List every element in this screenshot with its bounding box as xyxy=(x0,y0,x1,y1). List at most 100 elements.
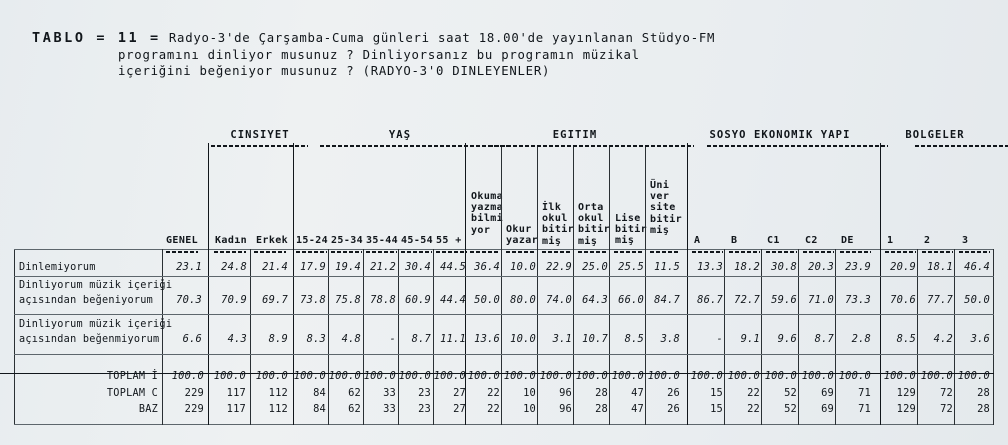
cell-r1-kadin: 70.9 xyxy=(221,294,247,306)
cell-t1-bg-0: 129 xyxy=(896,387,916,399)
cell-r2-se-1: 9.1 xyxy=(740,333,760,345)
body-sep-se3 xyxy=(798,249,799,425)
body-sep-eg3 xyxy=(573,249,574,425)
cell-r0-bg-1: 18.1 xyxy=(927,261,953,273)
col-divider-egitim-2 xyxy=(537,147,538,260)
subhead-rule-eg4 xyxy=(578,251,607,253)
cell-r2-se-4: 2.8 xyxy=(851,333,871,345)
cell-r1-se-0: 86.7 xyxy=(697,294,723,306)
col-divider-egitim-4 xyxy=(609,147,610,260)
row-label-dinlemiyorum: Dinlemiyorum xyxy=(19,262,96,273)
cell-r2-yas-1: 4.8 xyxy=(341,333,361,345)
group-rule-yas xyxy=(320,145,508,147)
cell-t2-yas-4: 27 xyxy=(453,403,466,415)
group-rule-bolgeler xyxy=(915,145,1008,147)
cell-r2-se-0: - xyxy=(716,333,723,345)
table-left-border xyxy=(14,249,15,425)
cell-t0-yas-2: 100.0 xyxy=(363,370,396,382)
title-line-1: TABLO = 11 = Radyo-3'de Çarşamba-Cuma gü… xyxy=(32,30,982,47)
cell-t2-kadin: 117 xyxy=(226,403,246,415)
cell-t1-erkek: 112 xyxy=(268,387,288,399)
cell-r1-se-3: 71.0 xyxy=(808,294,834,306)
cell-t2-bg-1: 72 xyxy=(940,403,953,415)
colhead-genel: GENEL xyxy=(166,235,199,246)
cell-t2-genel: 229 xyxy=(184,403,204,415)
cell-r2-erkek: 8.9 xyxy=(268,333,288,345)
cell-t1-yas-1: 62 xyxy=(348,387,361,399)
table-title-block: TABLO = 11 = Radyo-3'de Çarşamba-Cuma gü… xyxy=(32,30,982,80)
row-separator-2 xyxy=(14,314,994,315)
cell-t0-se-4: 100.0 xyxy=(838,370,871,382)
cell-t0-eg-4: 100.0 xyxy=(611,370,644,382)
cell-r0-yas-1: 19.4 xyxy=(335,261,361,273)
cell-t1-eg-2: 96 xyxy=(559,387,572,399)
row-label-toplam-yuzde: TOPLAM İ xyxy=(106,371,158,382)
cell-t2-bg-2: 28 xyxy=(977,403,990,415)
cell-r1-yas-2: 78.8 xyxy=(370,294,396,306)
body-sep-kadin xyxy=(250,249,251,425)
cell-t0-bg-0: 100.0 xyxy=(883,370,916,382)
row-label-begenmiyorum-line2: açısından beğenmiyorum xyxy=(19,334,160,345)
data-table: CINSIYET YAŞ EGITIM SOSYO EKONOMIK YAPI … xyxy=(0,125,1008,435)
cell-t2-yas-2: 33 xyxy=(383,403,396,415)
cell-t2-eg-3: 28 xyxy=(595,403,608,415)
colhead-egitim-ilkokul-bitirmis: İlk okul bitir miş xyxy=(542,202,575,247)
cell-t0-bg-2: 100.0 xyxy=(957,370,990,382)
group-separator-3 xyxy=(465,143,467,260)
colhead-yas-25-34: 25-34 xyxy=(331,235,364,246)
cell-t2-eg-5: 26 xyxy=(667,403,680,415)
cell-t1-eg-4: 47 xyxy=(631,387,644,399)
cell-t0-eg-0: 100.0 xyxy=(467,370,500,382)
subhead-rule-eg1 xyxy=(470,251,499,253)
cell-r2-eg-2: 3.1 xyxy=(552,333,572,345)
body-sep-eg1 xyxy=(501,249,502,425)
cell-t1-yas-0: 84 xyxy=(313,387,326,399)
table-right-border xyxy=(993,249,994,425)
cell-r0-eg-2: 22.9 xyxy=(546,261,572,273)
colhead-yas-45-54: 45-54 xyxy=(401,235,434,246)
subhead-rule-bg1 xyxy=(885,251,916,253)
cell-t2-bg-0: 129 xyxy=(896,403,916,415)
cell-t2-yas-0: 84 xyxy=(313,403,326,415)
cell-r0-eg-4: 25.5 xyxy=(618,261,644,273)
cell-r1-eg-2: 74.0 xyxy=(546,294,572,306)
subhead-rule-yas2 xyxy=(331,251,362,253)
cell-t2-yas-3: 23 xyxy=(418,403,431,415)
cell-t2-se-0: 15 xyxy=(710,403,723,415)
cell-r0-eg-0: 36.4 xyxy=(474,261,500,273)
cell-t0-yas-4: 100.0 xyxy=(433,370,466,382)
cell-t1-se-2: 52 xyxy=(784,387,797,399)
col-divider-egitim-5 xyxy=(645,147,646,260)
cell-t2-eg-4: 47 xyxy=(631,403,644,415)
cell-r1-se-1: 72.7 xyxy=(734,294,760,306)
colhead-egitim-universite-bitirmis: Üni ver site bitir miş xyxy=(650,180,683,236)
colhead-sosyo-b: B xyxy=(731,235,738,246)
cell-t1-se-4: 71 xyxy=(858,387,871,399)
row-label-toplam-c: TOPLAM C xyxy=(106,388,158,399)
cell-r0-kadin: 24.8 xyxy=(221,261,247,273)
col-divider-egitim-1 xyxy=(501,147,502,260)
cell-r2-eg-1: 10.0 xyxy=(510,333,536,345)
colhead-bolge-3: 3 xyxy=(962,235,969,246)
cell-r1-genel: 70.3 xyxy=(176,294,202,306)
cell-r2-bg-2: 3.6 xyxy=(970,333,990,345)
row-label-begeniyorum-line1: Dinliyorum müzik içeriği xyxy=(19,280,173,291)
subhead-rule-se5 xyxy=(840,251,871,253)
colhead-yas-55p: 55 + xyxy=(436,235,462,246)
cell-t1-eg-1: 10 xyxy=(523,387,536,399)
cell-r0-bg-2: 46.4 xyxy=(964,261,990,273)
group-rule-sosyo xyxy=(707,145,888,147)
cell-t2-erkek: 112 xyxy=(268,403,288,415)
cell-r0-yas-2: 21.2 xyxy=(370,261,396,273)
cell-r1-erkek: 69.7 xyxy=(262,294,288,306)
cell-r2-se-2: 9.6 xyxy=(777,333,797,345)
subhead-rule-bg3 xyxy=(959,251,990,253)
table-bottom-border xyxy=(14,424,994,425)
title-line-3: içeriğini beğeniyor musunuz ? (RADYO-3'0… xyxy=(118,64,551,78)
body-sep-yas xyxy=(465,249,467,425)
cell-t1-yas-3: 23 xyxy=(418,387,431,399)
cell-r0-se-0: 13.3 xyxy=(697,261,723,273)
subhead-rule-yas5 xyxy=(436,251,467,253)
colhead-sosyo-c2: C2 xyxy=(805,235,818,246)
